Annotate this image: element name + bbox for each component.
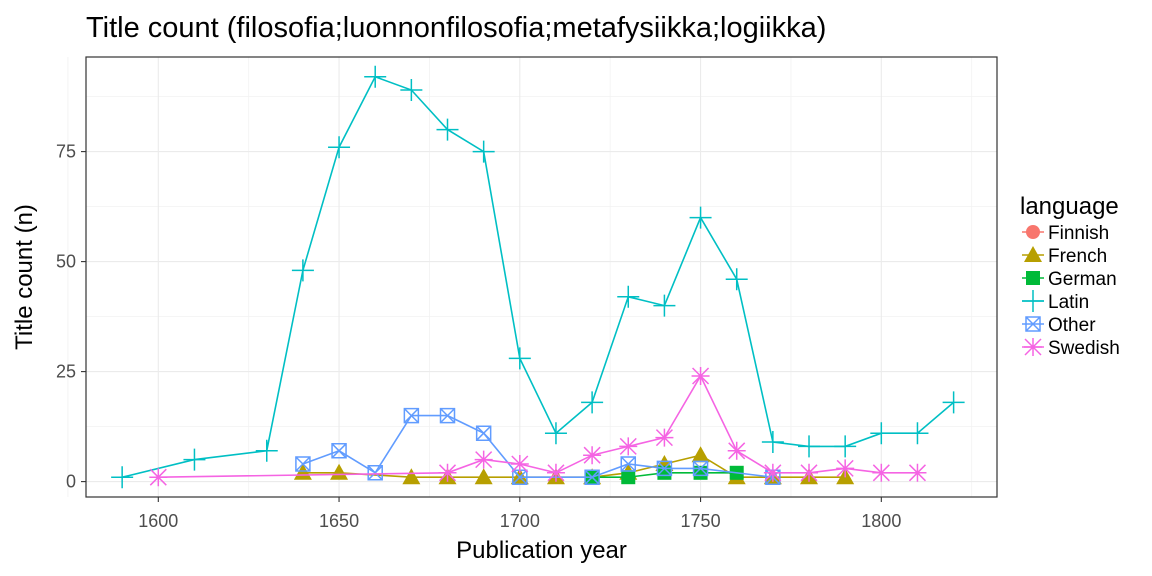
legend-label: German	[1048, 269, 1117, 290]
legend-label: Finnish	[1048, 223, 1109, 244]
data-point-other	[367, 465, 383, 481]
data-point-swedish	[655, 428, 674, 447]
data-point-latin	[870, 422, 893, 445]
series-line-latin	[121, 75, 955, 478]
y-axis-title: Title count (n)	[11, 204, 38, 350]
data-point-latin	[111, 466, 134, 489]
data-point-swedish	[691, 367, 710, 385]
data-point-latin	[508, 347, 531, 370]
data-point-swedish	[510, 455, 529, 473]
grid-lines	[67, 57, 997, 497]
legend-key-french	[1024, 246, 1042, 262]
legend-item-german: German	[1022, 269, 1117, 290]
data-point-latin	[617, 285, 640, 308]
data-point-latin	[653, 294, 676, 317]
data-point-latin	[364, 65, 387, 88]
data-point-german	[621, 470, 636, 485]
legend-label: Swedish	[1048, 338, 1120, 359]
data-point-swedish	[763, 463, 782, 482]
data-point-latin	[328, 136, 351, 159]
plot-border	[85, 56, 998, 498]
data-point-latin	[581, 391, 604, 414]
data-point-latin	[942, 391, 965, 414]
x-tick-label: 1600	[138, 511, 178, 531]
x-tick-label: 1650	[319, 511, 359, 531]
data-point-latin	[291, 259, 314, 282]
data-point-other	[656, 460, 673, 477]
series-line-other	[302, 414, 773, 479]
legend-key-other	[1025, 316, 1041, 332]
data-point-latin	[761, 431, 784, 453]
legend-item-finnish: Finnish	[1022, 223, 1109, 244]
plot-panel	[86, 57, 997, 497]
legend-item-latin: Latin	[1022, 290, 1089, 313]
data-point-swedish	[872, 463, 891, 482]
y-tick-label: 75	[56, 142, 76, 162]
data-point-latin	[906, 422, 929, 445]
data-point-other	[584, 469, 600, 485]
chart-title: Title count (filosofia;luonnonfilosofia;…	[86, 12, 826, 44]
y-tick-label: 50	[56, 252, 76, 272]
legend-item-swedish: Swedish	[1022, 338, 1120, 359]
data-point-latin	[472, 140, 495, 163]
series-layer	[111, 65, 965, 489]
data-point-swedish	[908, 463, 927, 482]
data-point-other	[439, 407, 456, 424]
x-tick-label: 1750	[681, 511, 721, 531]
legend-title: language	[1020, 193, 1119, 220]
data-point-other	[512, 469, 528, 485]
data-point-swedish	[546, 463, 565, 482]
data-point-swedish	[149, 468, 168, 487]
legend-key-latin	[1022, 290, 1044, 312]
data-point-french	[691, 446, 710, 463]
legend: language FinnishFrenchGermanLatinOtherSw…	[1020, 193, 1120, 359]
data-point-swedish	[474, 450, 493, 469]
legend-key-swedish	[1024, 338, 1042, 356]
data-point-other	[331, 443, 347, 459]
data-point-german	[657, 465, 672, 480]
x-tick-label: 1800	[861, 511, 901, 531]
series-swedish	[149, 367, 927, 487]
data-point-french	[402, 468, 421, 485]
data-point-other	[692, 460, 709, 477]
data-point-latin	[436, 118, 459, 141]
x-tick-label: 1700	[500, 511, 540, 531]
data-point-other	[620, 456, 637, 472]
data-point-swedish	[800, 463, 819, 482]
data-point-other	[295, 456, 311, 472]
data-point-french	[474, 468, 493, 485]
data-point-latin	[689, 206, 712, 229]
data-point-swedish	[836, 459, 855, 478]
legend-key-german	[1026, 271, 1040, 285]
data-point-other	[475, 425, 492, 441]
data-point-other	[403, 407, 420, 424]
y-tick-label: 0	[66, 472, 76, 492]
series-latin	[111, 65, 965, 489]
data-point-french	[330, 463, 349, 480]
data-point-latin	[834, 435, 857, 458]
data-point-latin	[183, 448, 206, 471]
legend-item-french: French	[1022, 246, 1107, 267]
data-point-swedish	[619, 437, 638, 456]
data-point-swedish	[438, 463, 457, 482]
legend-key-finnish	[1026, 225, 1040, 239]
axes: 1600 1650 1700 1750 1800 0 25 50 75	[56, 142, 901, 531]
y-tick-label: 25	[56, 362, 76, 382]
legend-label: Other	[1048, 315, 1096, 336]
data-point-swedish	[583, 446, 602, 465]
legend-item-other: Other	[1022, 315, 1096, 336]
data-point-swedish	[727, 441, 746, 460]
data-point-latin	[725, 268, 748, 291]
data-point-latin	[400, 79, 423, 101]
legend-label: French	[1048, 246, 1107, 267]
data-point-latin	[255, 439, 278, 462]
x-axis-title: Publication year	[456, 537, 627, 564]
data-point-latin	[544, 422, 567, 445]
data-point-latin	[798, 435, 821, 458]
legend-label: Latin	[1048, 292, 1089, 313]
